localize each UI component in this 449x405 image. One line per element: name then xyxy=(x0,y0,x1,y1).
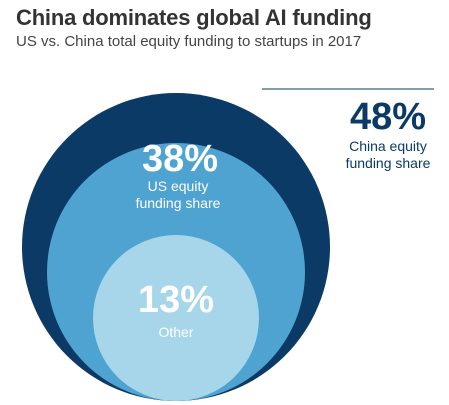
china-value-label: 48% xyxy=(350,96,426,138)
us-label-line-2: funding share xyxy=(136,195,221,211)
other-label-line-1: Other xyxy=(158,324,193,340)
china-label-line-2: funding share xyxy=(346,155,431,171)
us-value-label: 38% xyxy=(142,138,218,180)
chart-title: China dominates global AI funding xyxy=(16,5,372,30)
chart-subtitle: US vs. China total equity funding to sta… xyxy=(16,33,362,50)
us-label-line-1: US equity xyxy=(148,178,209,194)
other-share-circle xyxy=(93,235,259,401)
china-label-line-1: China equity xyxy=(349,138,427,154)
other-value-label: 13% xyxy=(138,279,214,321)
